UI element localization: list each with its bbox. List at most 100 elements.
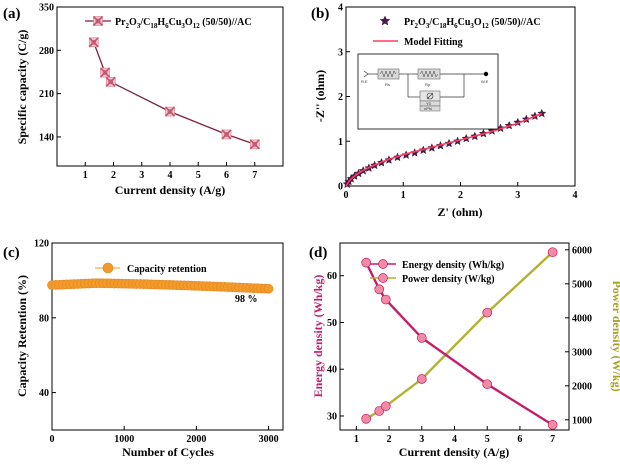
panel-d-legend-energy-marker bbox=[378, 259, 388, 269]
panel-a-point bbox=[249, 139, 260, 150]
panel-d-energy-point bbox=[380, 294, 391, 305]
panel-b-legend-text: Pr2O3/C18H6Cu3O12 (50/50)//AC bbox=[404, 17, 541, 30]
panel-d-y-left-tick-label: 40 bbox=[327, 365, 337, 376]
panel-d-power-point bbox=[547, 247, 558, 258]
panel-d-energy-point bbox=[361, 257, 372, 268]
panel-d-y-left-tick-label: 60 bbox=[327, 271, 337, 282]
panel-d-energy-point bbox=[374, 284, 385, 295]
panel-a-x-tick-label: 7 bbox=[252, 170, 257, 181]
panel-b-x-label: Z' (ohm) bbox=[438, 205, 483, 219]
panel-c-x-tick-label: 1000 bbox=[114, 434, 134, 445]
panel-c-legend-text: Capacity retention bbox=[127, 264, 207, 275]
panel-d-x-tick-label: 4 bbox=[452, 434, 457, 445]
circuit-rp-label: Rp bbox=[425, 82, 431, 87]
panel-a-x-tick-label: 4 bbox=[168, 170, 173, 181]
panel-b-legend-fit-text: Model Fitting bbox=[404, 37, 463, 48]
panel-b-fit-line bbox=[345, 112, 543, 187]
panel-c-y-tick-label: 120 bbox=[34, 239, 49, 250]
panel-d-plot bbox=[361, 247, 558, 430]
circuit-rs-label: Rs bbox=[385, 82, 390, 87]
circuit-y0-label: Y0 bbox=[426, 101, 432, 106]
panel-d-energy-line bbox=[365, 262, 554, 426]
panel-a-legend-marker bbox=[92, 15, 104, 27]
panel-d-x-ticks: 1 2 3 4 5 6 7 bbox=[354, 426, 555, 445]
panel-d-x-tick-label: 1 bbox=[354, 434, 359, 445]
panel-a-x-tick-label: 5 bbox=[196, 170, 201, 181]
panel-d-legend: Energy density (Wh/kg) Power density (W/… bbox=[370, 259, 504, 285]
panel-a-x-ticks: 1 2 3 4 5 6 7 bbox=[83, 162, 257, 181]
circuit-cpe-icon bbox=[419, 90, 441, 112]
panel-d-x-tick-label: 7 bbox=[550, 434, 555, 445]
panel-b-y-ticks: 0 1 2 3 4 bbox=[338, 3, 350, 193]
circuit-we-node bbox=[483, 71, 489, 77]
panel-d-y-right-tick-label: 2000 bbox=[572, 381, 592, 392]
panel-a: (a) 1 2 3 4 5 6 7 140 210 280 350 Current density… bbox=[3, 3, 284, 197]
panel-c-x-tick-label: 3000 bbox=[259, 434, 279, 445]
equivalent-circuit-inset: R.E Rs Rp Y0 nPhi W.E bbox=[357, 53, 499, 130]
panel-d-legend-power-marker bbox=[378, 273, 388, 283]
panel-b-legend-marker bbox=[379, 15, 391, 26]
panel-c-y-ticks: 40 80 120 bbox=[34, 239, 56, 399]
panel-d-y-ticks-right: 1000 2000 3000 4000 5000 6000 bbox=[565, 245, 592, 426]
panel-d-power-point bbox=[416, 374, 427, 384]
panel-a-y-tick-label: 280 bbox=[39, 46, 54, 57]
panel-c-legend-marker bbox=[102, 262, 114, 274]
panel-d-x-tick-label: 3 bbox=[419, 434, 424, 445]
panel-d-legend-energy-text: Energy density (Wh/kg) bbox=[402, 260, 504, 271]
panel-d-y-left-tick-label: 50 bbox=[327, 318, 337, 329]
panel-c-x-tick-label: 2000 bbox=[186, 434, 206, 445]
panel-d-y-left-tick-label: 30 bbox=[327, 411, 337, 422]
panel-b-label: (b) bbox=[311, 6, 329, 22]
panel-b-plot bbox=[342, 108, 547, 189]
panel-b: (b) 0 1 2 3 4 0 1 2 3 4 Z' (ohm) -Z'' (ohm) Pr2O… bbox=[311, 3, 578, 220]
circuit-nphi-label: nPhi bbox=[424, 106, 432, 111]
circuit-resistor-rp-icon bbox=[417, 68, 441, 80]
panel-d-x-tick-label: 2 bbox=[387, 434, 392, 445]
panel-a-point bbox=[99, 67, 111, 78]
panel-d-label: (d) bbox=[309, 245, 327, 261]
panel-a-y-tick-label: 140 bbox=[39, 132, 54, 143]
panel-a-y-label: Specific capacity (C/g) bbox=[15, 30, 29, 145]
panel-d-y-label-left: Energy density (Wh/kg) bbox=[311, 275, 325, 398]
panel-d-x-tick-label: 5 bbox=[485, 434, 490, 445]
panel-d-legend-power-text: Power density (W/kg) bbox=[402, 274, 495, 285]
panel-a-legend-x-marker bbox=[92, 15, 104, 27]
panel-a-y-tick-label: 210 bbox=[39, 89, 54, 100]
panel-a-y-tick-label: 350 bbox=[39, 3, 54, 14]
panel-d-energy-point bbox=[416, 333, 427, 343]
panel-a-x-tick-label: 2 bbox=[111, 170, 116, 181]
panel-b-x-tick-label: 4 bbox=[573, 190, 578, 201]
panel-b-legend: Pr2O3/C18H6Cu3O12 (50/50)//AC Model Fitt… bbox=[373, 15, 541, 48]
panel-c-label: (c) bbox=[3, 245, 20, 261]
panel-b-y-tick-label: 0 bbox=[338, 182, 343, 193]
panel-d-power-point bbox=[482, 307, 493, 318]
panel-c-annotation: 98 % bbox=[235, 294, 258, 305]
panel-d-frame bbox=[339, 242, 570, 431]
panel-c-point bbox=[263, 283, 274, 294]
panel-a-point bbox=[105, 76, 116, 87]
panel-a-x-tick-label: 6 bbox=[224, 170, 229, 181]
panel-b-y-tick-label: 4 bbox=[338, 3, 343, 14]
panel-c-plot bbox=[47, 278, 274, 294]
panel-a-legend-text: Pr2O3/C18H6Cu3O12 (50/50)//AC bbox=[115, 17, 252, 30]
panel-d-y-right-tick-label: 5000 bbox=[572, 279, 592, 290]
circuit-re-label: R.E bbox=[361, 79, 368, 84]
panel-d-energy-point bbox=[547, 420, 558, 430]
panel-c-legend: Capacity retention bbox=[95, 262, 207, 275]
panel-b-x-ticks: 0 1 2 3 4 bbox=[344, 182, 578, 201]
panel-d-x-tick-label: 6 bbox=[517, 434, 522, 445]
circuit-we-label: W.E bbox=[481, 79, 489, 84]
panel-a-point bbox=[221, 129, 232, 140]
panel-a-x-tick-label: 1 bbox=[83, 170, 88, 181]
panel-c-x-tick-label: 0 bbox=[50, 434, 55, 445]
panel-d-power-point bbox=[361, 413, 372, 424]
panel-d-power-point bbox=[380, 401, 391, 412]
panel-a-label: (a) bbox=[3, 6, 21, 22]
panel-a-x-label: Current density (A/g) bbox=[115, 183, 225, 197]
panel-d-energy-point bbox=[482, 379, 493, 390]
panel-b-x-tick-label: 2 bbox=[458, 190, 463, 201]
panel-b-x-tick-label: 3 bbox=[515, 190, 520, 201]
panel-d-power-point bbox=[374, 406, 385, 416]
panel-d: (d) 1 2 3 4 5 6 7 30 40 50 60 1000 2000 3000 4000 500… bbox=[309, 242, 620, 459]
